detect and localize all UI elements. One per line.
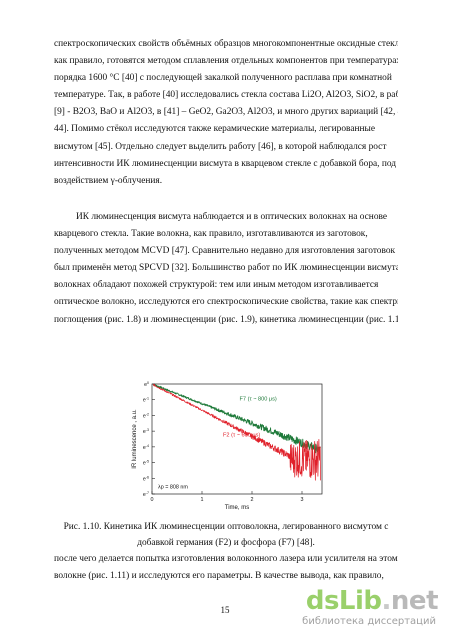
text-line: волокне (рис. 1.11) и исследуются его па… bbox=[54, 571, 384, 582]
text-line: ИК люминесценция висмута наблюдается и в… bbox=[76, 212, 388, 222]
y-tick-label: e-2 bbox=[143, 412, 149, 419]
series-label-f2: F2 (τ ~ 600 μs) bbox=[223, 433, 260, 439]
dslib-watermark[interactable]: dsLib.net библиотека диссертаций bbox=[302, 586, 439, 634]
x-tick-label: 0 bbox=[151, 497, 154, 503]
watermark-logo: dsLib.net bbox=[305, 586, 439, 616]
caption-line: Рис. 1.10. Кинетика ИК люминесценции опт… bbox=[63, 522, 389, 532]
paragraph-2: ИК люминесценция висмута наблюдается и в… bbox=[54, 209, 398, 329]
paragraph-1: спектроскопических свойств объёмных обра… bbox=[54, 36, 398, 190]
text-line: висмутом [45]. Отдельно следует выделить… bbox=[54, 141, 387, 152]
text-line: воздействием γ-облучения. bbox=[54, 175, 163, 186]
y-axis-label: IR luminescence , a.u. bbox=[132, 409, 138, 469]
text-line: кварцевого стекла. Такие волокна, как пр… bbox=[54, 229, 368, 240]
series-line-f2 bbox=[152, 383, 321, 481]
y-tick-label: e-4 bbox=[143, 444, 149, 451]
luminescence-decay-chart: e0 e-1 e-2 e-3 e-4 e-5 e-6 e-70 1 2 3 Time, ms IR lu… bbox=[132, 381, 323, 511]
x-axis-label: Time, ms bbox=[225, 505, 249, 511]
y-tick-label: e0 bbox=[144, 381, 149, 388]
text-line: интенсивности ИК люминесценции висмута в… bbox=[54, 158, 397, 169]
y-tick-label: e-3 bbox=[143, 428, 149, 435]
page-number: 15 bbox=[220, 605, 230, 615]
watermark-subtitle: библиотека диссертаций bbox=[302, 616, 436, 627]
figure-caption: Рис. 1.10. Кинетика ИК люминесценции опт… bbox=[54, 519, 398, 551]
text-line: оптическое волокно, исследуются его спек… bbox=[54, 297, 398, 308]
text-line: как правило, готовятся методом сплавлени… bbox=[54, 56, 398, 67]
text-line: поглощения (рис. 1.8) и люминесценции (р… bbox=[54, 314, 398, 325]
series-line-f7 bbox=[152, 383, 321, 454]
series-label-f7: F7 (τ ~ 800 μs) bbox=[240, 397, 277, 403]
text-line: температуре. Так, в работе [40] исследов… bbox=[54, 90, 398, 101]
pump-wavelength-annotation: λp = 808 nm bbox=[158, 485, 188, 491]
text-line: порядка 1600 °С [40] с последующей закал… bbox=[54, 73, 392, 84]
watermark-dot: . bbox=[381, 586, 392, 616]
y-tick-label: e-5 bbox=[143, 460, 149, 467]
paragraph-3: после чего делается попытка изготовления… bbox=[54, 551, 398, 585]
text-line: после чего делается попытка изготовления… bbox=[54, 554, 398, 564]
kinetics-figure: e0 e-1 e-2 e-3 e-4 e-5 e-6 e-7 0 1 2 3 Time, ms IR lu… bbox=[128, 378, 328, 513]
text-line: полученных методом MCVD [47]. Сравнитель… bbox=[54, 246, 396, 257]
watermark-tld: net bbox=[390, 586, 439, 616]
x-tick-label: 1 bbox=[201, 497, 204, 503]
text-line: спектроскопических свойств объёмных обра… bbox=[54, 39, 398, 49]
text-line: был применён метод SPCVD [32]. Большинст… bbox=[54, 263, 398, 274]
text-line: волокнах обладают похожей структурой: те… bbox=[54, 280, 379, 291]
caption-line: добавкой германия (F2) и фосфора (F7) [4… bbox=[137, 538, 315, 548]
y-tick-label: e-7 bbox=[143, 491, 149, 498]
text-line: 44]. Помимо стёкол исследуются также кер… bbox=[54, 124, 375, 135]
x-tick-label: 3 bbox=[301, 497, 304, 503]
text-line: [9] - B2O3, BaO и Al2O3, в [41] – GeO2, … bbox=[54, 107, 398, 118]
y-tick-label: e-6 bbox=[143, 475, 149, 482]
y-tick-label: e-1 bbox=[143, 397, 149, 404]
watermark-brand: dsLib bbox=[305, 586, 382, 616]
x-tick-label: 2 bbox=[251, 497, 254, 503]
